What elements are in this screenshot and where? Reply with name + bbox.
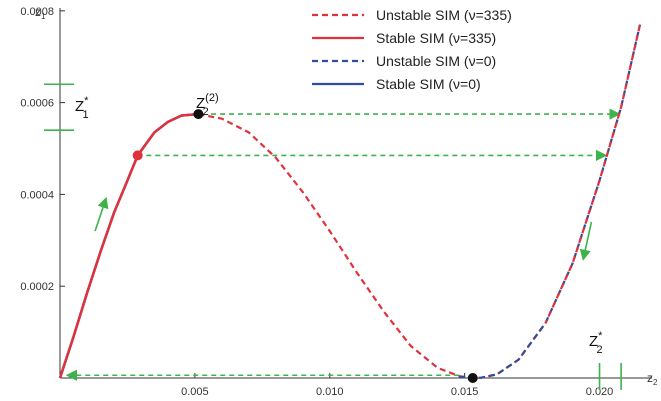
series-line — [459, 24, 642, 380]
y-axis-label: z1 — [35, 5, 46, 21]
stable-red-line-top — [58, 112, 199, 379]
legend: Unstable SIM (ν=335) Stable SIM (ν=335) Un… — [312, 7, 512, 92]
legend-label: Unstable SIM (ν=335) — [376, 7, 512, 23]
legend-label: Stable SIM (ν=335) — [376, 30, 496, 46]
series-group — [58, 24, 642, 380]
green-curve-arrow — [579, 221, 593, 261]
x-tick-label: 0.010 — [316, 386, 344, 398]
x-tick-label: 0.020 — [586, 386, 614, 398]
z2-2-point — [193, 109, 204, 120]
y-tick-label: 0.0002 — [20, 281, 54, 293]
series-line — [58, 112, 199, 379]
points-group — [132, 109, 478, 383]
series-line — [198, 113, 547, 380]
annotations: Z* 1Z* 2Z(2) 2 — [44, 83, 622, 390]
y-tick-label: 0.0004 — [20, 189, 54, 201]
x-axis-label: z2 — [647, 371, 658, 387]
y-tick-label: 0.0008 — [20, 6, 54, 18]
series-line — [58, 112, 199, 379]
z1-star-label: Z* 1 — [75, 95, 89, 121]
red-unstable-tail-line — [544, 24, 642, 324]
axes: 0.005 0.010 0.015 0.020 0.0002 0.0004 0.0006 0.… — [20, 5, 658, 398]
z2-star-label: Z* 2 — [589, 330, 603, 356]
x-tick-label: 0.015 — [451, 386, 479, 398]
min-point — [467, 373, 478, 383]
legend-label: Stable SIM (ν=0) — [376, 76, 481, 92]
green-curve-arrow — [94, 196, 109, 232]
red-point — [132, 150, 143, 161]
x-tick-label: 0.005 — [181, 386, 209, 398]
legend-label: Unstable SIM (ν=0) — [376, 53, 496, 69]
y-tick-label: 0.0006 — [20, 98, 54, 110]
